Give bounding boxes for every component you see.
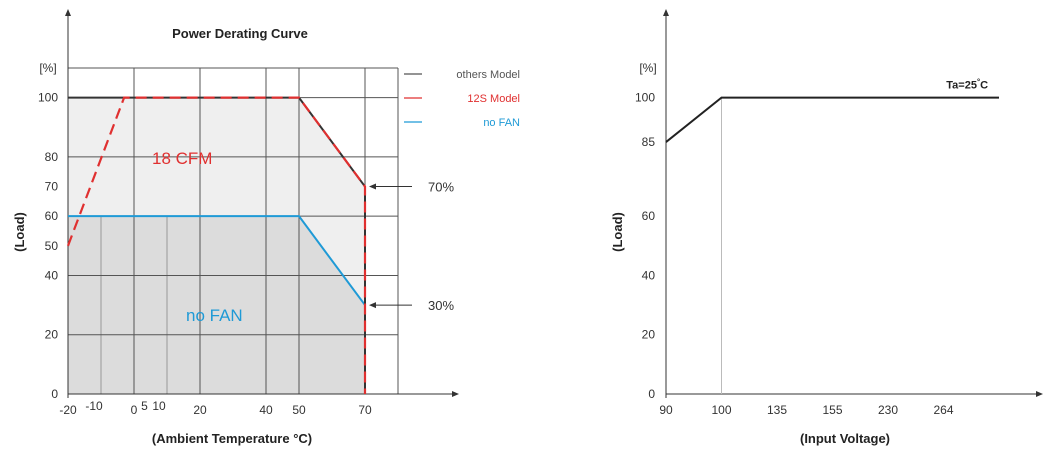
x-tick-label-10: 10 [152,399,166,413]
y-tick-label-right-20: 20 [642,328,656,342]
x-axis-title: (Ambient Temperature °C) [152,431,312,446]
annotation-no-fan: no FAN [186,306,243,325]
annotation-30: 30% [428,298,454,313]
y-tick-label-80: 80 [45,150,59,164]
input-voltage-chart: 90 100 135 155 230 264 0 20 40 60 85 100 [%] (Load)… [610,9,1043,446]
y-tick-label-50: 50 [45,239,59,253]
left-series [66,96,367,394]
right-annotations: Ta=25°C [946,78,988,92]
right-tick-labels: 90 100 135 155 230 264 0 20 40 60 85 100 [635,91,954,417]
x-axis-title-unit: °C) [293,431,312,446]
y-unit-label: [%] [39,61,56,75]
x-tick-label-10: -10 [85,399,103,413]
series-line-input-voltage-0 [665,96,999,143]
arrow-head-70 [369,183,376,190]
annotation-ta-degree: ° [977,78,980,87]
x-tick-label-20: -20 [59,403,77,417]
x-tick-label-50: 50 [292,403,306,417]
y-tick-label-right-0: 0 [648,387,655,401]
y-tick-label-right-40: 40 [642,268,656,282]
arrow-head-30 [369,302,376,309]
x-axis-title-right: (Input Voltage) [800,431,890,446]
annotation-ta-25c: Ta=25°C [946,78,988,92]
x-tick-label-40: 40 [259,403,273,417]
legend: others Model 12S Model no FAN [404,69,520,129]
annotation-ta-main: Ta=25 [946,80,977,92]
legend-label-no-fan: no FAN [483,117,520,129]
annotation-18-cfm: 18 CFM [152,149,212,168]
annotation-ta-unit: C [980,80,988,92]
x-tick-label-5: 5 [141,399,148,413]
x-tick-label-right-264: 264 [933,403,953,417]
left-annotations: 18 CFM no FAN 70% 30% [152,149,454,325]
x-tick-label-right-90: 90 [659,403,673,417]
y-tick-label-60: 60 [45,209,59,223]
y-axis-arrow-right [663,9,669,16]
legend-label-12s-model: 12S Model [467,93,520,105]
left-axes [65,9,459,398]
y-tick-label-40: 40 [45,268,59,282]
y-unit-label-right: [%] [639,61,656,75]
y-tick-label-70: 70 [45,180,59,194]
y-tick-label-20: 20 [45,328,59,342]
right-series [665,96,999,143]
x-axis-arrow-right [1036,391,1043,397]
y-axis-title-right: (Load) [610,212,625,252]
x-tick-label-right-155: 155 [822,403,842,417]
x-axis-arrow [452,391,459,397]
y-axis-arrow [65,9,71,16]
x-tick-label-right-135: 135 [767,403,787,417]
x-axis-title-main: (Ambient Temperature [152,431,293,446]
no-fan-area [68,216,365,394]
y-tick-label-right-100: 100 [635,91,655,105]
chart-title: Power Derating Curve [172,26,308,41]
x-tick-label-right-230: 230 [878,403,898,417]
left-plot-fill [68,97,365,395]
right-axes [663,9,1043,398]
legend-label-others-model: others Model [456,69,520,81]
y-tick-label-right-85: 85 [642,135,656,149]
x-tick-label-70: 70 [358,403,372,417]
x-tick-label-20: 20 [193,403,207,417]
x-tick-label-0: 0 [131,403,138,417]
y-tick-label-100: 100 [38,91,58,105]
series-line-12s-model [66,96,367,394]
x-tick-label-right-100: 100 [711,403,731,417]
y-tick-label-right-60: 60 [642,209,656,223]
y-axis-title: (Load) [12,212,27,252]
y-tick-label-0: 0 [51,387,58,401]
annotation-70: 70% [428,180,454,195]
